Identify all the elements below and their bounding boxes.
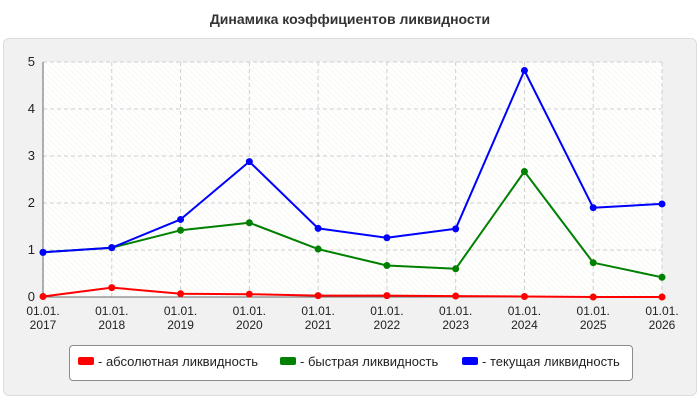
series-point-2: [658, 273, 666, 281]
y-tick-label: 4: [28, 101, 35, 116]
x-tick-label: 01.01. 2024: [508, 304, 541, 332]
legend-item: - текущая ликвидность: [462, 353, 620, 369]
legend-swatch: [280, 357, 296, 365]
series-point-2: [589, 259, 597, 267]
series-line-2: [42, 170, 663, 279]
series-point-2: [314, 245, 322, 253]
chart-legend: - абсолютная ликвидность - быстрая ликвид…: [69, 345, 633, 381]
series-point-1: [177, 290, 185, 298]
series-point-3: [39, 248, 47, 256]
x-tick-label: 01.01. 2020: [233, 304, 266, 332]
legend-item: - быстрая ликвидность: [280, 353, 438, 369]
series-line-3: [42, 69, 663, 254]
series-point-2: [383, 262, 391, 270]
y-tick-label: 3: [28, 148, 35, 163]
series-line-1: [42, 286, 662, 298]
series-point-1: [589, 293, 597, 301]
series-point-3: [658, 200, 666, 208]
series-point-1: [314, 292, 322, 300]
y-tick-label: 0: [28, 289, 35, 304]
series-point-1: [108, 284, 116, 292]
series-point-1: [452, 292, 460, 300]
series-point-3: [452, 225, 460, 233]
series-point-3: [108, 244, 116, 252]
series-point-2: [177, 226, 185, 234]
x-tick-label: 01.01. 2022: [370, 304, 403, 332]
series-point-3: [383, 234, 391, 242]
series-point-3: [177, 215, 185, 223]
series-point-1: [658, 293, 666, 301]
series-point-1: [245, 290, 253, 298]
series-point-3: [520, 66, 528, 74]
plot-area-hatch: [43, 62, 662, 297]
y-tick-label: 1: [28, 242, 35, 257]
series-point-1: [520, 293, 528, 301]
series-point-2: [520, 168, 528, 176]
x-tick-label: 01.01. 2025: [577, 304, 610, 332]
legend-label: - абсолютная ликвидность: [98, 353, 259, 369]
legend-label: - быстрая ликвидность: [300, 353, 439, 369]
x-tick-label: 01.01. 2019: [164, 304, 197, 332]
series-point-3: [314, 224, 322, 232]
legend-swatch: [78, 357, 94, 365]
legend-item: - абсолютная ликвидность: [78, 353, 258, 369]
legend-swatch: [462, 357, 478, 365]
legend-label: - текущая ликвидность: [482, 353, 620, 369]
series-point-2: [452, 265, 460, 273]
series-point-2: [245, 219, 253, 227]
x-tick-label: 01.01. 2026: [645, 304, 678, 332]
x-tick-label: 01.01. 2018: [95, 304, 128, 332]
series-point-3: [589, 204, 597, 212]
x-tick-label: 01.01. 2023: [439, 304, 472, 332]
x-tick-label: 01.01. 2021: [301, 304, 334, 332]
series-point-1: [39, 293, 47, 301]
chart-title: Динамика коэффициентов ликвидности: [209, 11, 491, 27]
series-point-1: [383, 292, 391, 300]
series-point-3: [245, 158, 253, 166]
y-tick-label: 5: [28, 54, 35, 69]
y-tick-label: 2: [28, 195, 35, 210]
x-tick-label: 01.01. 2017: [26, 304, 59, 332]
